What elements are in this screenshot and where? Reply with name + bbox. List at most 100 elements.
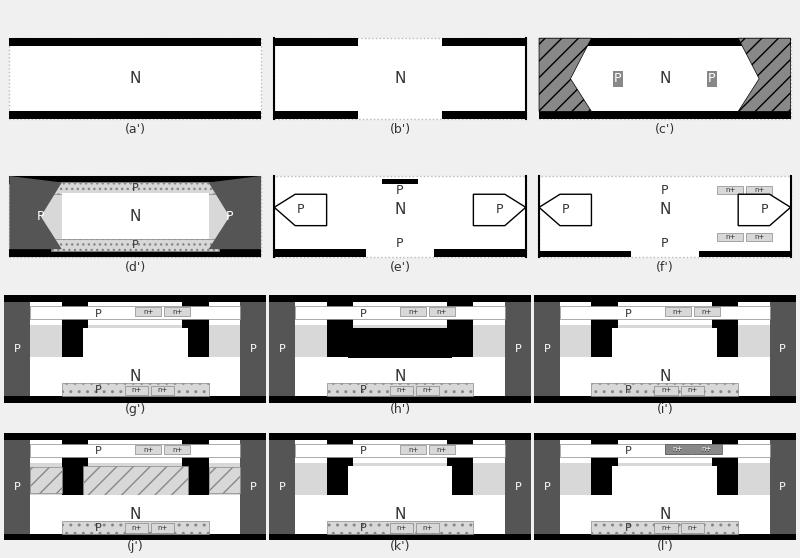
Bar: [269, 534, 531, 540]
Bar: [269, 302, 295, 396]
Bar: [30, 357, 240, 396]
Bar: [665, 445, 691, 454]
Text: (e'): (e'): [390, 261, 410, 274]
Text: n+: n+: [702, 309, 712, 315]
Text: P: P: [360, 523, 366, 533]
Text: n+: n+: [131, 525, 142, 531]
Text: P: P: [132, 184, 138, 194]
Text: P: P: [396, 238, 404, 251]
Bar: [4, 302, 30, 396]
Text: n+: n+: [131, 387, 142, 393]
Text: N: N: [394, 507, 406, 522]
Bar: [125, 523, 148, 532]
Text: P: P: [661, 238, 669, 251]
Text: n+: n+: [172, 309, 182, 315]
Bar: [560, 440, 770, 463]
Bar: [274, 176, 526, 257]
Text: P: P: [360, 446, 366, 456]
Text: (f'): (f'): [656, 261, 674, 274]
Bar: [591, 383, 738, 396]
Bar: [539, 176, 790, 257]
Bar: [654, 523, 678, 532]
Text: P: P: [543, 482, 550, 492]
Bar: [326, 440, 353, 496]
Text: P: P: [543, 344, 550, 354]
Bar: [347, 466, 453, 496]
Text: n+: n+: [396, 525, 406, 531]
Text: (l'): (l'): [657, 541, 673, 554]
Text: P: P: [278, 482, 286, 492]
Bar: [82, 328, 187, 358]
Bar: [534, 433, 796, 440]
Text: P: P: [95, 446, 102, 456]
Polygon shape: [738, 194, 790, 225]
Bar: [429, 307, 455, 316]
Text: P: P: [625, 446, 631, 456]
Bar: [10, 249, 261, 257]
Text: n+: n+: [158, 525, 168, 531]
Bar: [62, 493, 209, 498]
Bar: [30, 306, 240, 319]
Bar: [534, 534, 796, 540]
Bar: [539, 38, 790, 46]
Text: n+: n+: [754, 234, 764, 240]
Text: (a'): (a'): [125, 123, 146, 136]
Bar: [326, 355, 474, 361]
Bar: [51, 182, 219, 194]
Bar: [390, 386, 413, 395]
Bar: [326, 521, 474, 534]
Bar: [295, 444, 505, 456]
Bar: [746, 186, 772, 194]
Text: n+: n+: [702, 446, 712, 452]
Text: (j'): (j'): [127, 541, 143, 554]
Bar: [699, 251, 790, 257]
Bar: [295, 494, 505, 534]
Text: P: P: [625, 309, 631, 319]
Text: P: P: [514, 344, 522, 354]
Text: P: P: [14, 344, 21, 354]
Bar: [182, 440, 209, 496]
Bar: [539, 112, 790, 119]
Bar: [534, 433, 796, 540]
Bar: [51, 239, 219, 251]
Bar: [681, 523, 704, 532]
Text: (h'): (h'): [390, 403, 410, 416]
Text: P: P: [396, 184, 404, 197]
Bar: [164, 307, 190, 316]
Text: P: P: [661, 184, 669, 197]
Text: P: P: [614, 72, 622, 85]
Text: P: P: [95, 523, 102, 533]
Text: P: P: [132, 239, 138, 249]
Bar: [591, 355, 738, 361]
Bar: [746, 233, 772, 242]
Bar: [62, 383, 209, 396]
Text: n+: n+: [725, 187, 735, 193]
Bar: [534, 396, 796, 403]
Bar: [591, 440, 618, 496]
Bar: [182, 302, 209, 358]
Bar: [135, 445, 162, 454]
Text: n+: n+: [158, 387, 168, 393]
Text: N: N: [130, 71, 141, 86]
Bar: [10, 176, 261, 184]
Polygon shape: [539, 38, 591, 112]
Bar: [326, 493, 474, 498]
Bar: [591, 493, 738, 498]
Bar: [442, 112, 526, 119]
Polygon shape: [474, 194, 526, 225]
Bar: [505, 440, 531, 534]
Bar: [390, 523, 413, 532]
Text: N: N: [394, 203, 406, 218]
Text: P: P: [625, 385, 631, 395]
Bar: [4, 396, 266, 403]
Bar: [347, 328, 453, 358]
Bar: [560, 494, 770, 534]
Bar: [4, 295, 266, 403]
Bar: [62, 302, 88, 358]
Text: P: P: [14, 482, 21, 492]
Text: (b'): (b'): [390, 123, 410, 136]
Text: n+: n+: [396, 387, 406, 393]
Bar: [560, 444, 770, 456]
Bar: [718, 233, 743, 242]
Bar: [665, 444, 722, 454]
